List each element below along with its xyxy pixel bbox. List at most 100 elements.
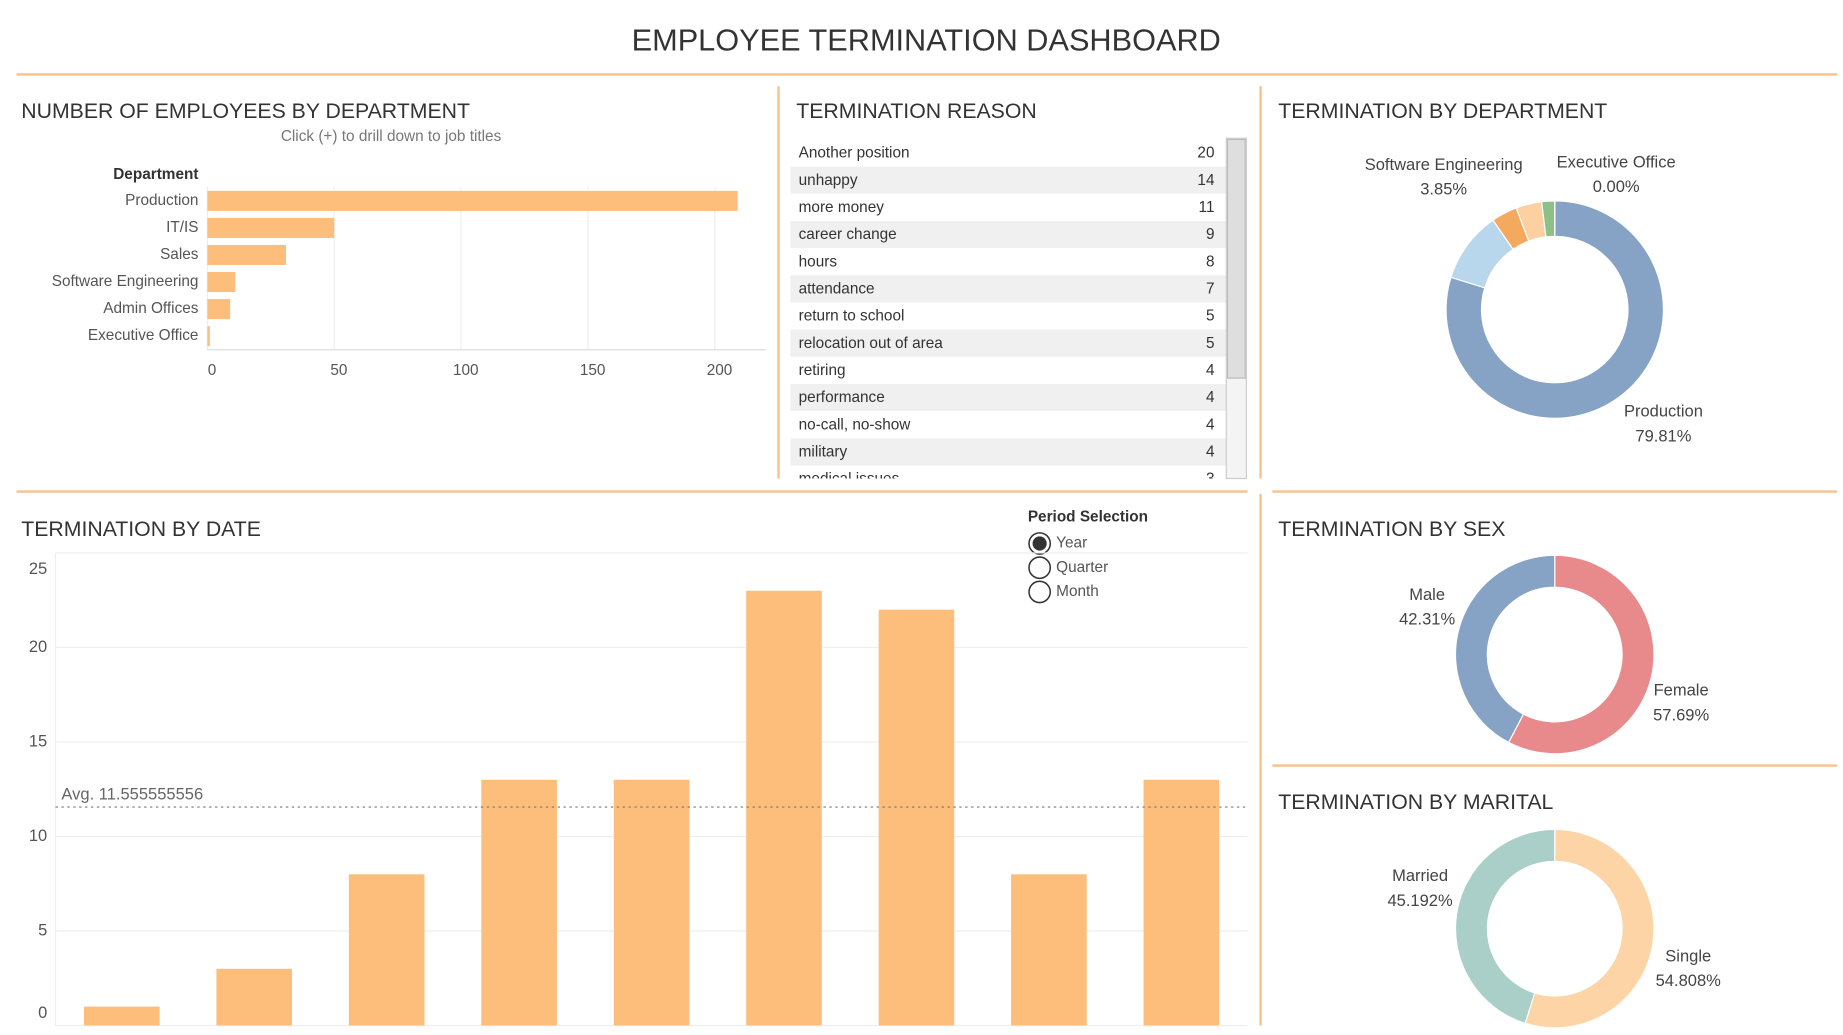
table-row[interactable] <box>790 275 1227 303</box>
table-row[interactable] <box>790 411 1227 439</box>
reason-count: 5 <box>1206 308 1215 325</box>
table-row[interactable] <box>790 465 1227 493</box>
y-tick-label: 0 <box>38 1003 47 1022</box>
donut-slice[interactable] <box>1445 200 1664 419</box>
reason-count: 4 <box>1206 362 1215 379</box>
y-tick-label: Executive Office <box>88 327 199 344</box>
axis-title: Department <box>113 166 198 183</box>
chart-title: NUMBER OF EMPLOYEES BY DEPARTMENT <box>21 99 470 123</box>
donut-slice[interactable] <box>1454 828 1556 1025</box>
slice-label: Production <box>1624 402 1703 421</box>
reason-count: 11 <box>1199 199 1215 216</box>
bar[interactable] <box>207 326 210 347</box>
slice-label: Female <box>1654 681 1709 700</box>
scrollbar-thumb[interactable] <box>1226 138 1246 379</box>
bar[interactable] <box>613 779 690 1026</box>
y-tick-label: 5 <box>38 920 47 939</box>
table-row[interactable] <box>790 302 1227 330</box>
dashboard-title: EMPLOYEE TERMINATION DASHBOARD <box>632 23 1221 58</box>
reason-label: more money <box>799 199 885 216</box>
slice-value: 79.81% <box>1635 427 1691 446</box>
bar[interactable] <box>207 299 231 320</box>
bar[interactable] <box>216 968 293 1026</box>
table-row[interactable] <box>790 139 1227 167</box>
table-row[interactable] <box>790 193 1227 221</box>
reason-label: medical issues <box>799 471 900 488</box>
reason-label: career change <box>799 226 897 243</box>
x-tick-label: 150 <box>580 362 606 379</box>
reason-count: 3 <box>1206 471 1215 488</box>
reason-count: 5 <box>1206 335 1215 352</box>
reason-count: 8 <box>1206 253 1215 270</box>
bar[interactable] <box>207 272 236 293</box>
slice-label: Software Engineering <box>1365 155 1523 174</box>
y-tick-label: Admin Offices <box>103 300 199 317</box>
reason-label: performance <box>799 389 885 406</box>
x-tick-label: 100 <box>453 362 479 379</box>
reason-label: military <box>799 444 848 461</box>
slice-label: Single <box>1665 946 1711 965</box>
table-row[interactable] <box>790 356 1227 385</box>
radio-label[interactable]: Month <box>1056 583 1099 600</box>
y-tick-label: Sales <box>160 246 199 263</box>
table-row[interactable] <box>790 166 1227 194</box>
x-tick-label: 50 <box>330 362 347 379</box>
bar[interactable] <box>207 190 738 211</box>
reason-table[interactable]: Another position 20 unhappy 14 more money 11 c… <box>790 139 1227 493</box>
chart-subtitle: Click (+) to drill down to job titles <box>281 128 502 145</box>
reason-count: 4 <box>1206 389 1215 406</box>
slice-value: 45.192% <box>1387 891 1453 910</box>
y-tick-label: 10 <box>29 826 47 845</box>
y-tick-label: 25 <box>29 559 47 578</box>
slice-label: Married <box>1392 866 1448 885</box>
slice-value: 0.00% <box>1593 177 1640 196</box>
bar[interactable] <box>1011 874 1087 1026</box>
reason-label: unhappy <box>799 172 858 189</box>
slice-value: 57.69% <box>1653 705 1709 724</box>
radio-button[interactable] <box>1028 580 1052 604</box>
chart-title: TERMINATION BY DATE <box>21 517 261 541</box>
table-row[interactable] <box>790 248 1227 276</box>
radio-button[interactable] <box>1028 556 1052 580</box>
reason-count: 20 <box>1197 145 1214 162</box>
average-label: Avg. 11.555555556 <box>61 785 203 804</box>
reason-count: 7 <box>1206 281 1215 298</box>
y-tick-label: 20 <box>29 637 47 656</box>
slice-label: Executive Office <box>1557 152 1676 171</box>
y-tick-label: Software Engineering <box>52 273 199 290</box>
y-tick-label: Production <box>125 192 198 209</box>
table-row[interactable] <box>790 384 1227 412</box>
bar[interactable] <box>348 874 425 1026</box>
donut-slice[interactable] <box>1454 554 1556 744</box>
reason-label: no-call, no-show <box>799 416 912 433</box>
reason-count: 14 <box>1197 172 1215 189</box>
reason-label: relocation out of area <box>799 335 944 352</box>
table-row[interactable] <box>790 438 1227 466</box>
y-tick-label: IT/IS <box>166 219 198 236</box>
donut-slice[interactable] <box>1507 554 1655 755</box>
donut-slice[interactable] <box>1524 828 1655 1029</box>
radio-dot <box>1032 536 1047 551</box>
bar[interactable] <box>207 217 335 238</box>
bar[interactable] <box>207 244 286 266</box>
table-row[interactable] <box>790 220 1227 249</box>
table-row[interactable] <box>790 329 1227 357</box>
radio-label[interactable]: Year <box>1056 535 1087 552</box>
reason-label: hours <box>799 253 838 270</box>
reason-count: 4 <box>1206 444 1215 461</box>
period-label: Period Selection <box>1028 509 1148 526</box>
y-tick-label: 15 <box>29 731 47 750</box>
slice-value: 54.808% <box>1656 971 1722 990</box>
bar[interactable] <box>878 609 955 1026</box>
slice-label: Male <box>1409 585 1445 604</box>
slice-value: 3.85% <box>1420 180 1467 199</box>
bar[interactable] <box>481 779 557 1026</box>
reason-label: return to school <box>799 308 905 325</box>
bar[interactable] <box>1143 779 1220 1026</box>
bar[interactable] <box>83 1006 160 1026</box>
radio-label[interactable]: Quarter <box>1056 559 1108 576</box>
reason-count: 4 <box>1206 416 1215 433</box>
reason-label: retiring <box>799 362 846 379</box>
bar[interactable] <box>746 590 822 1026</box>
